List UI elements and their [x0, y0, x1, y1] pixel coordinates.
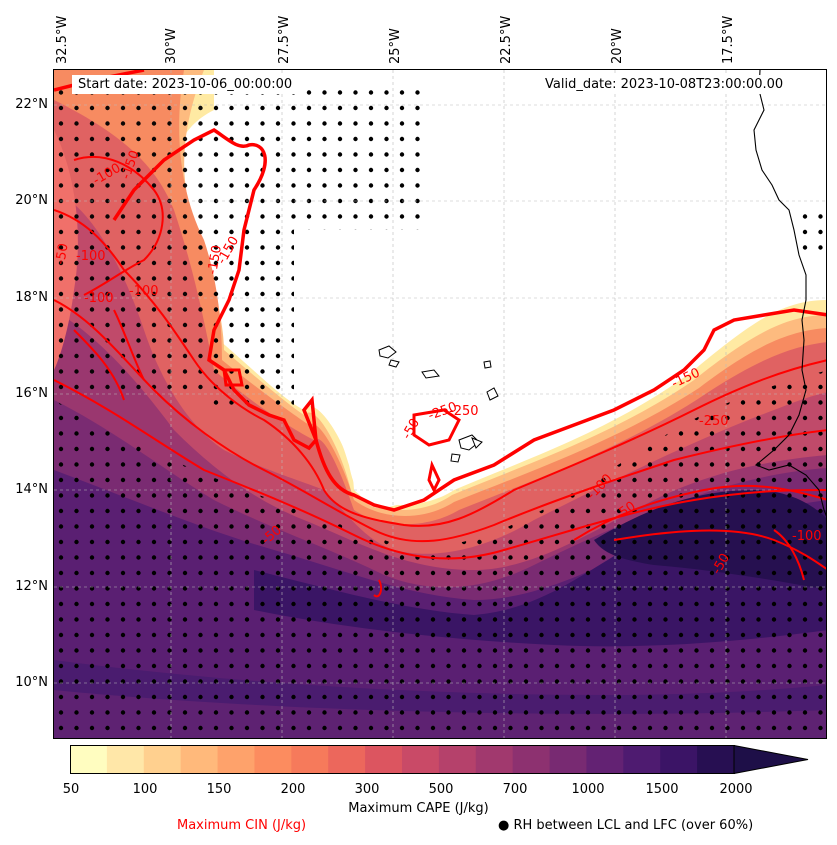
lon-label: 20°W: [610, 28, 625, 64]
cin-contours: [54, 70, 826, 598]
lat-label: 22°N: [15, 97, 48, 112]
cin-label: -250: [699, 414, 729, 429]
colorbar-segment: [143, 745, 182, 774]
cin-label: -250: [449, 404, 479, 419]
cape-verde-islands: [378, 345, 499, 463]
lat-label: 20°N: [15, 193, 48, 208]
cin-label: -100: [129, 284, 159, 299]
lon-label: 27.5°W: [277, 15, 292, 64]
colorbar-segment: [217, 745, 255, 774]
lat-label: 10°N: [15, 675, 48, 690]
start-date-label: Start date: 2023-10-06_00:00:00: [72, 75, 299, 94]
colorbar-tick: 1000: [571, 782, 605, 797]
colorbar-segment: [180, 745, 219, 774]
colorbar-segment: [475, 745, 514, 774]
colorbar-tick: 300: [354, 782, 380, 797]
cin-label: -100: [76, 249, 106, 264]
colorbar-tick: 150: [206, 782, 232, 797]
cape-map-svg: -100 -150 -50 -100 -150 -100 -100 -250 -…: [54, 70, 826, 738]
colorbar-segments: [70, 745, 735, 774]
cin-label: -150: [205, 244, 225, 276]
lon-label: 22.5°W: [499, 15, 514, 64]
lat-label: 12°N: [15, 579, 48, 594]
lat-label: 18°N: [15, 290, 48, 305]
lon-label: 32.5°W: [55, 15, 70, 64]
colorbar-extend-arrow: [733, 745, 809, 774]
lat-label: 16°N: [15, 386, 48, 401]
colorbar-segment: [512, 745, 551, 774]
colorbar-segment: [438, 745, 477, 774]
colorbar-segment: [70, 745, 108, 774]
colorbar-segment: [660, 745, 698, 774]
colorbar-tick: 700: [502, 782, 528, 797]
colorbar-segment: [328, 745, 366, 774]
colorbar-segment: [365, 745, 403, 774]
colorbar-segment: [254, 745, 292, 774]
cin-legend-label: Maximum CIN (J/kg): [177, 818, 307, 833]
coastline: [753, 70, 826, 517]
colorbar-segment: [623, 745, 661, 774]
colorbar-label: Maximum CAPE (J/kg): [348, 801, 489, 816]
lon-label: 25°W: [388, 28, 403, 64]
colorbar-tick: 100: [132, 782, 158, 797]
cin-label: -50: [54, 242, 72, 266]
colorbar-segment: [549, 745, 587, 774]
colorbar-tick: 50: [62, 782, 80, 797]
rh-legend-label: ● RH between LCL and LFC (over 60%): [498, 818, 754, 833]
colorbar-tick: 1500: [645, 782, 679, 797]
valid-date-label: Valid_date: 2023-10-08T23:00:00.00: [539, 75, 790, 94]
lon-label: 30°W: [164, 28, 179, 64]
cin-label: -100: [792, 529, 822, 544]
colorbar-segment: [586, 745, 624, 774]
colorbar-segment: [106, 745, 145, 774]
lat-label: 14°N: [15, 482, 48, 497]
colorbar-tick: 2000: [719, 782, 753, 797]
colorbar-segment: [402, 745, 440, 774]
colorbar-segment: [291, 745, 329, 774]
lon-label: 17.5°W: [721, 15, 736, 64]
colorbar-tick: 200: [280, 782, 306, 797]
cin-label: -100: [84, 291, 114, 306]
colorbar-segment: [697, 745, 735, 774]
map-panel: -100 -150 -50 -100 -150 -100 -100 -250 -…: [53, 69, 827, 739]
colorbar-tick: 500: [428, 782, 454, 797]
colorbar-svg: [70, 745, 809, 774]
